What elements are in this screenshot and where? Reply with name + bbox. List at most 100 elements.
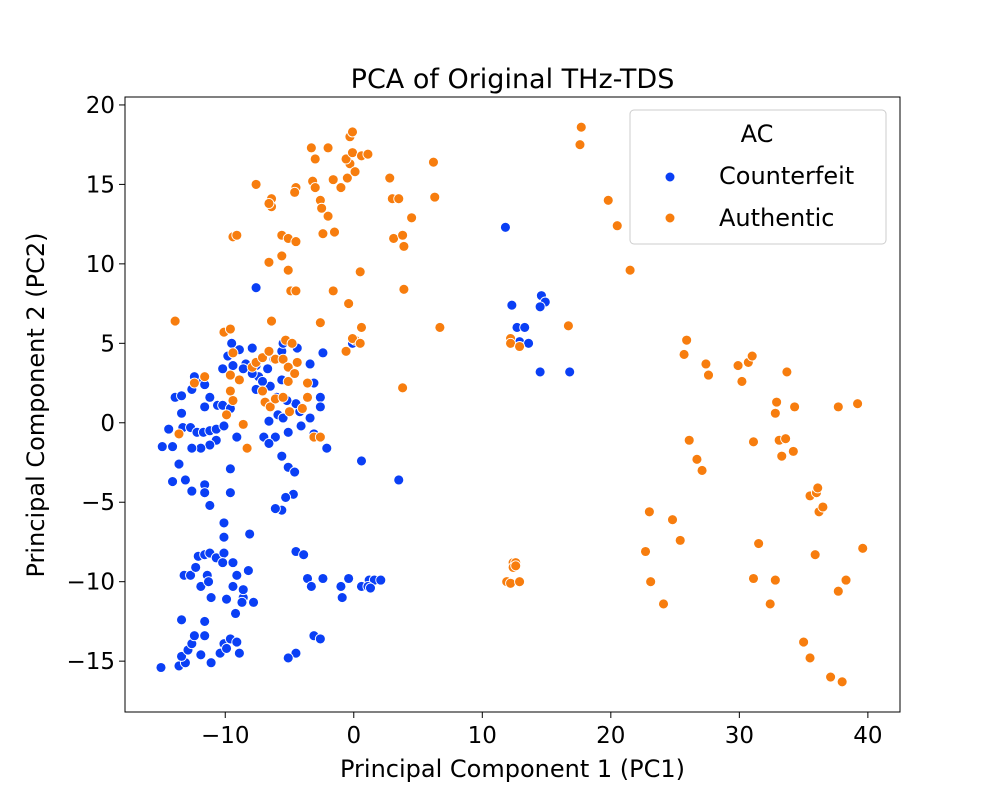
point-counterfeit [237, 584, 249, 596]
point-counterfeit [282, 426, 294, 438]
point-authentic [173, 428, 185, 440]
point-authentic [505, 577, 517, 589]
point-authentic [611, 220, 623, 232]
legend-marker-counterfeit [664, 171, 676, 183]
point-authentic [812, 482, 824, 494]
point-counterfeit [217, 363, 229, 375]
y-tick-label: 15 [86, 172, 115, 198]
data-points [155, 121, 869, 688]
point-authentic [732, 360, 744, 372]
point-counterfeit [244, 528, 256, 540]
point-authentic [322, 142, 334, 154]
point-counterfeit [230, 608, 241, 619]
point-counterfeit [250, 282, 262, 294]
point-counterfeit [343, 573, 355, 584]
point-authentic [263, 198, 275, 209]
legend-marker-authentic [664, 212, 676, 224]
y-tick-label: 10 [86, 252, 115, 278]
point-counterfeit [314, 401, 326, 413]
point-authentic [282, 361, 294, 373]
point-authentic [362, 148, 374, 160]
point-authentic [327, 285, 339, 297]
point-authentic [349, 166, 361, 178]
point-authentic [327, 174, 339, 186]
point-counterfeit [227, 557, 239, 569]
point-authentic [852, 398, 864, 410]
point-counterfeit [188, 630, 200, 642]
point-counterfeit [205, 592, 217, 604]
point-authentic [789, 401, 801, 413]
point-counterfeit [236, 596, 248, 608]
point-counterfeit [393, 474, 405, 486]
point-authentic [316, 202, 328, 214]
legend-label-authentic: Authentic [719, 204, 835, 232]
point-authentic [224, 369, 236, 381]
point-authentic [781, 366, 793, 378]
point-counterfeit [221, 642, 232, 654]
point-authentic [771, 396, 783, 408]
point-counterfeit [227, 581, 239, 592]
point-counterfeit [218, 420, 230, 432]
point-counterfeit [295, 420, 307, 432]
point-authentic [277, 353, 289, 365]
point-counterfeit [217, 557, 229, 569]
point-authentic [227, 347, 239, 359]
point-authentic [347, 126, 358, 138]
point-authentic [703, 369, 714, 381]
point-authentic [505, 337, 517, 349]
point-counterfeit [167, 441, 179, 453]
y-tick-label: 0 [100, 411, 115, 437]
point-authentic [514, 341, 526, 352]
point-authentic [602, 194, 614, 206]
point-counterfeit [186, 442, 198, 454]
point-counterfeit [305, 581, 317, 592]
point-counterfeit [176, 390, 188, 402]
point-authentic [434, 321, 446, 333]
point-authentic [237, 418, 249, 430]
point-counterfeit [317, 573, 329, 584]
point-counterfeit [314, 633, 326, 645]
point-authentic [746, 350, 758, 362]
point-authentic [562, 320, 574, 332]
point-authentic [231, 229, 243, 241]
point-authentic [290, 236, 302, 248]
point-authentic [388, 232, 400, 244]
point-counterfeit [304, 358, 316, 370]
y-tick-label: −10 [66, 570, 115, 596]
point-authentic [343, 298, 355, 310]
point-authentic [640, 546, 651, 557]
point-counterfeit [167, 476, 179, 488]
point-authentic [340, 153, 352, 165]
point-counterfeit [176, 407, 188, 419]
point-counterfeit [218, 531, 230, 543]
point-authentic [691, 453, 703, 465]
point-counterfeit [179, 474, 191, 486]
point-counterfeit [314, 391, 326, 403]
point-authentic [787, 445, 799, 457]
point-counterfeit [499, 221, 511, 233]
y-axis: −15 −10 −5 0 5 10 15 20 [66, 93, 125, 675]
point-counterfeit [185, 569, 196, 581]
point-authentic [290, 285, 302, 297]
point-counterfeit [218, 547, 230, 559]
x-tick-label: 10 [468, 723, 497, 749]
point-authentic [804, 652, 816, 664]
point-authentic [309, 182, 321, 194]
point-authentic [250, 178, 262, 190]
point-counterfeit [195, 649, 207, 661]
point-counterfeit [375, 574, 387, 586]
point-counterfeit [519, 321, 531, 333]
point-authentic [384, 172, 396, 184]
point-counterfeit [195, 581, 207, 592]
point-authentic [645, 576, 657, 588]
point-counterfeit [264, 380, 276, 392]
point-authentic [836, 676, 848, 688]
point-authentic [335, 182, 347, 194]
point-authentic [769, 574, 781, 586]
point-counterfeit [176, 650, 188, 662]
point-counterfeit [186, 485, 198, 497]
x-axis-label: Principal Component 1 (PC1) [340, 755, 685, 783]
point-authentic [809, 549, 821, 561]
point-counterfeit [233, 647, 245, 659]
